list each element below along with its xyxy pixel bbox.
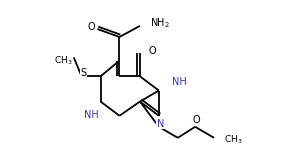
Text: O: O — [149, 46, 156, 56]
Text: NH$_2$: NH$_2$ — [150, 17, 170, 30]
Text: NH: NH — [84, 110, 99, 120]
Text: O: O — [192, 115, 200, 125]
Text: O: O — [87, 22, 95, 32]
Text: N: N — [157, 119, 164, 129]
Text: S: S — [80, 68, 86, 78]
Text: CH$_3$: CH$_3$ — [53, 54, 72, 67]
Text: CH$_3$: CH$_3$ — [223, 133, 242, 146]
Text: NH: NH — [172, 77, 187, 87]
